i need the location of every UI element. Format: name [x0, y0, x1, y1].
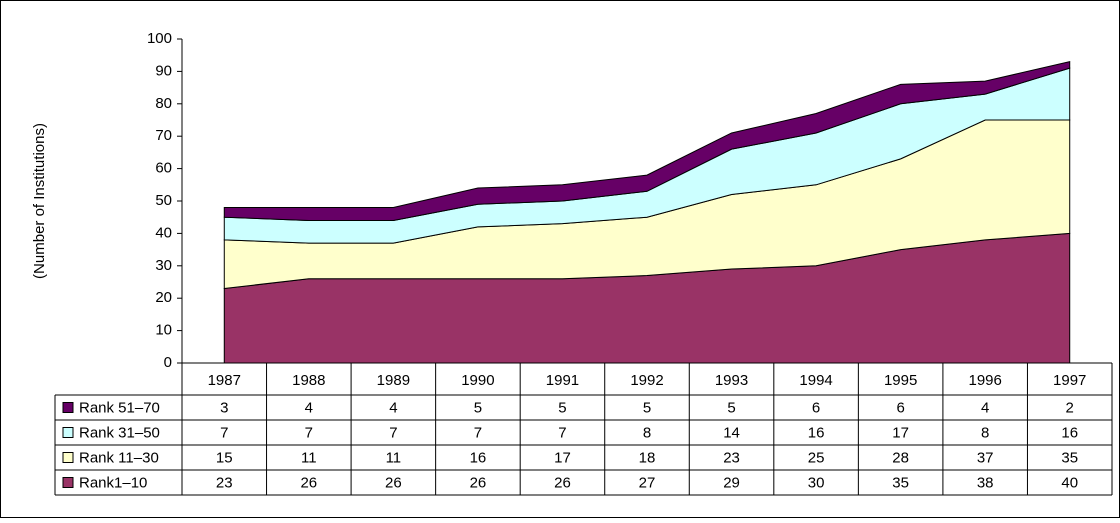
table-value: 5: [558, 399, 566, 416]
table-value: 7: [389, 424, 397, 441]
table-value: 26: [470, 474, 487, 491]
table-value: 11: [301, 449, 317, 466]
y-tick-label: 0: [164, 354, 172, 371]
table-value: 18: [639, 449, 656, 466]
table-value: 16: [470, 449, 487, 466]
y-tick-label: 40: [155, 224, 172, 241]
table-value: 7: [558, 424, 566, 441]
table-value: 5: [727, 399, 735, 416]
table-value: 4: [389, 399, 397, 416]
table-value: 16: [808, 424, 825, 441]
table-value: 8: [981, 424, 989, 441]
y-axis-label: (Number of Institutions): [31, 123, 48, 279]
legend-label: Rank 31–50: [79, 424, 160, 441]
table-value: 28: [892, 449, 909, 466]
legend-swatch: [62, 402, 74, 413]
x-tick-label: 1991: [546, 372, 579, 389]
x-tick-label: 1987: [208, 372, 241, 389]
x-tick-label: 1994: [799, 372, 832, 389]
table-value: 5: [474, 399, 482, 416]
table-value: 26: [554, 474, 571, 491]
table-value: 14: [723, 424, 740, 441]
table-value: 6: [812, 399, 820, 416]
y-tick-label: 80: [155, 95, 172, 112]
y-tick-label: 20: [155, 289, 172, 306]
table-value: 16: [1061, 424, 1078, 441]
table-value: 11: [386, 449, 402, 466]
table-value: 7: [220, 424, 228, 441]
x-tick-label: 1990: [461, 372, 494, 389]
table-value: 17: [554, 449, 571, 466]
table-value: 23: [723, 449, 740, 466]
x-tick-label: 1995: [884, 372, 917, 389]
table-value: 2: [1066, 399, 1074, 416]
table-value: 38: [977, 474, 994, 491]
y-tick-label: 60: [155, 160, 172, 177]
table-value: 27: [639, 474, 656, 491]
table-value: 6: [896, 399, 904, 416]
table-value: 29: [723, 474, 740, 491]
x-tick-label: 1997: [1053, 372, 1086, 389]
table-value: 35: [892, 474, 909, 491]
table-value: 7: [474, 424, 482, 441]
y-tick-label: 90: [155, 62, 172, 79]
x-tick-label: 1996: [968, 372, 1001, 389]
legend-swatch: [62, 477, 74, 488]
y-tick-label: 100: [147, 30, 172, 47]
y-tick-label: 50: [155, 192, 172, 209]
legend-label: Rank 51–70: [79, 399, 160, 416]
table-value: 23: [216, 474, 233, 491]
table-value: 25: [808, 449, 825, 466]
table-value: 8: [643, 424, 651, 441]
x-tick-label: 1992: [630, 372, 663, 389]
table-value: 35: [1061, 449, 1078, 466]
table-value: 17: [892, 424, 909, 441]
x-tick-label: 1993: [715, 372, 748, 389]
table-value: 15: [216, 449, 233, 466]
table-value: 26: [300, 474, 317, 491]
table-value: 40: [1061, 474, 1078, 491]
y-tick-label: 10: [155, 322, 172, 339]
table-value: 4: [305, 399, 313, 416]
table-value: 5: [643, 399, 651, 416]
legend-label: Rank 11–30: [79, 449, 159, 466]
x-tick-label: 1989: [377, 372, 410, 389]
table-value: 30: [808, 474, 825, 491]
area: [223, 61, 1071, 221]
legend-swatch: [62, 452, 74, 463]
table-value: 7: [305, 424, 313, 441]
table-value: 37: [977, 449, 994, 466]
table-value: 3: [220, 399, 228, 416]
table-value: 26: [385, 474, 402, 491]
y-tick-label: 30: [155, 257, 172, 274]
legend-swatch: [62, 427, 74, 438]
x-tick-label: 1988: [292, 372, 325, 389]
legend-label: Rank1–10: [79, 474, 147, 491]
y-tick-label: 70: [155, 127, 172, 144]
table-value: 4: [981, 399, 989, 416]
